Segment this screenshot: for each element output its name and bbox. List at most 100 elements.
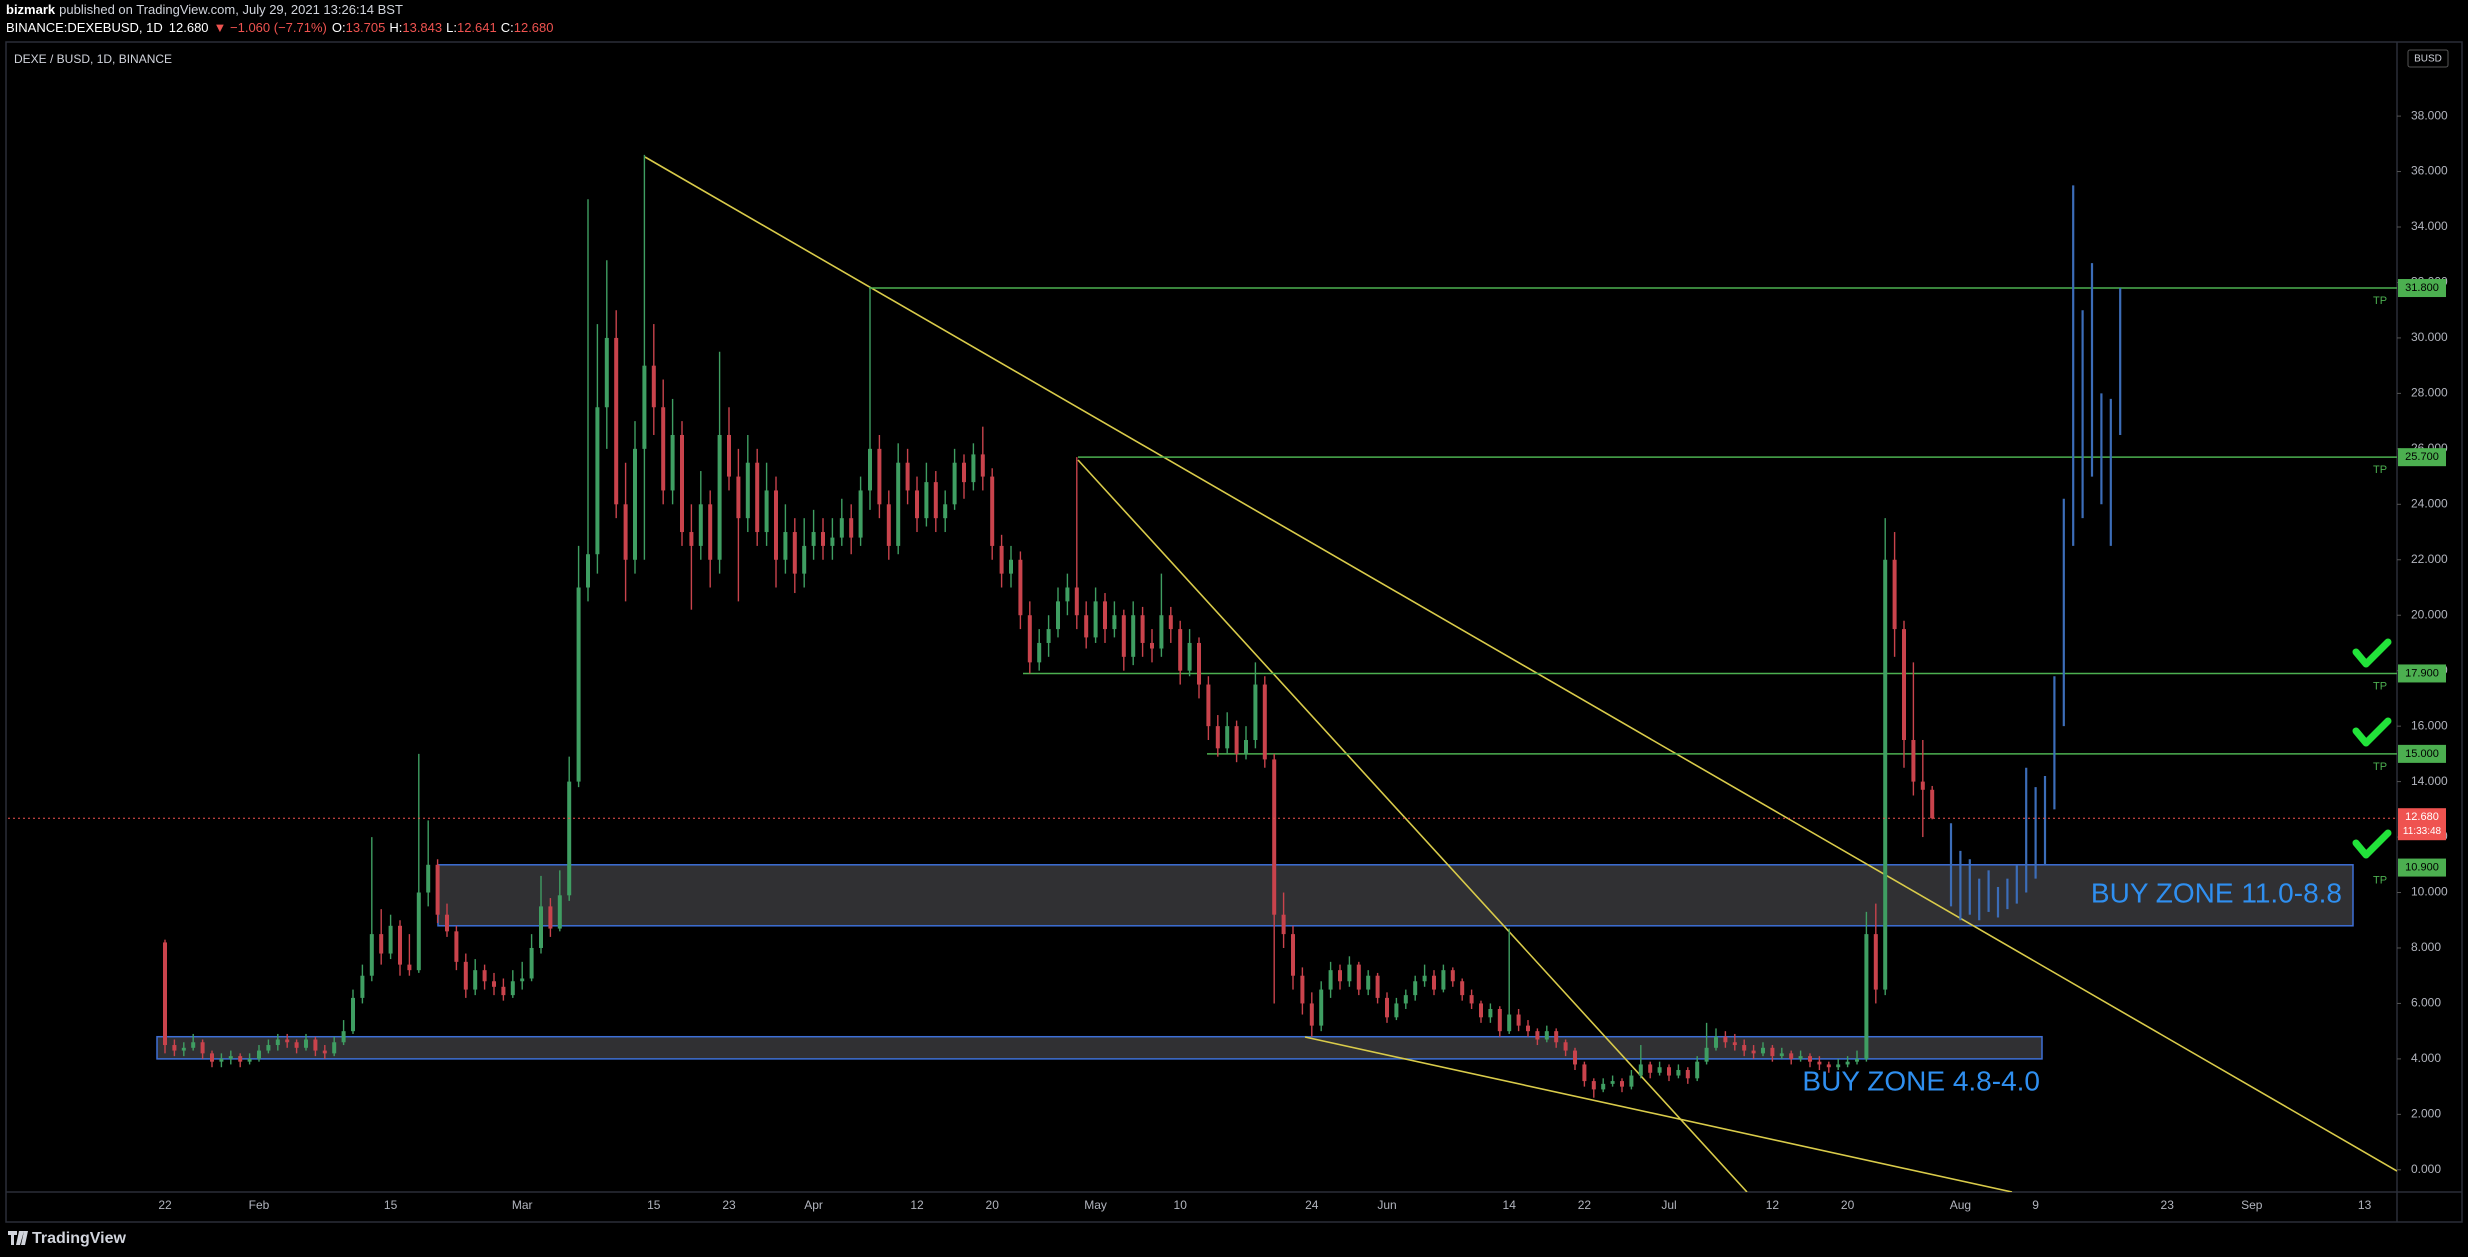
- countdown: 11:33:48: [2403, 826, 2442, 837]
- candle-body: [492, 981, 496, 987]
- tp-note: TP: [2373, 295, 2387, 307]
- candle-body: [1601, 1083, 1606, 1090]
- candle-body: [510, 981, 515, 996]
- candle-body: [1836, 1064, 1841, 1068]
- tp-note: TP: [2373, 761, 2387, 773]
- candle-body: [1657, 1067, 1662, 1073]
- candle-body: [435, 864, 440, 915]
- candle-body: [839, 518, 844, 538]
- candle-body: [727, 434, 731, 477]
- chart-title: DEXE / BUSD, 1D, BINANCE: [14, 52, 172, 66]
- candle-body: [501, 986, 506, 996]
- x-tick-label: 22: [1578, 1198, 1592, 1212]
- candle-body: [1394, 1003, 1399, 1018]
- candle-body: [1037, 642, 1042, 663]
- candle-body: [651, 365, 656, 408]
- logo: [8, 1231, 28, 1245]
- candle-body: [708, 504, 713, 560]
- candle-body: [191, 1042, 196, 1048]
- y-tick-label: 36.000: [2411, 164, 2448, 178]
- candle-body: [1751, 1050, 1756, 1054]
- candle-body: [1121, 615, 1126, 657]
- x-tick-label: 20: [986, 1198, 1000, 1212]
- candle-body: [520, 978, 525, 982]
- candle-body: [1046, 629, 1051, 643]
- x-tick-label: 13: [2358, 1198, 2372, 1212]
- candle-body: [1479, 1003, 1483, 1018]
- candle-body: [783, 532, 788, 560]
- x-tick-label: May: [1084, 1198, 1107, 1212]
- y-tick-label: 10.000: [2411, 885, 2448, 899]
- candle-body: [1648, 1064, 1653, 1073]
- candle-body: [1845, 1061, 1850, 1065]
- price-tag: [2398, 279, 2446, 298]
- candle-body: [1215, 726, 1220, 749]
- candle-body: [1291, 934, 1295, 976]
- candle-body: [322, 1050, 327, 1054]
- x-tick-label: 10: [1174, 1198, 1188, 1212]
- candle-body: [604, 337, 609, 408]
- x-tick-label: 15: [647, 1198, 661, 1212]
- candle-body: [792, 532, 797, 574]
- unit-box: [2407, 49, 2449, 68]
- candle-body: [416, 892, 421, 971]
- price-tag-label: 15.000: [2405, 748, 2439, 760]
- last-price-tag: [2398, 808, 2446, 841]
- candle-body: [369, 934, 374, 976]
- candle-body: [1234, 726, 1239, 754]
- candle-body: [849, 518, 854, 538]
- checkmark: [2352, 829, 2392, 859]
- footer: TradingView: [8, 1230, 127, 1247]
- candle-body: [896, 462, 901, 546]
- candle-body: [539, 906, 543, 948]
- candle-body: [971, 454, 976, 483]
- candle-body: [200, 1042, 205, 1054]
- candle-body: [1281, 914, 1286, 935]
- candle-body: [1469, 995, 1474, 1004]
- checkmarks: [2352, 638, 2392, 859]
- buy-zone: [156, 1035, 2043, 1060]
- candle-body: [1516, 1014, 1521, 1026]
- candle-body: [1761, 1047, 1765, 1054]
- candle-body: [661, 407, 666, 491]
- candle-body: [247, 1058, 252, 1062]
- price-tag-label: 17.900: [2405, 667, 2439, 679]
- candle-body: [360, 975, 365, 998]
- symbol-line: BINANCE:DEXEBUSD, 1D 12.680 ▼ −1.060 (−7.7…: [6, 20, 554, 35]
- symbol: BINANCE:DEXEBUSD, 1D: [6, 20, 163, 35]
- candle-body: [642, 365, 647, 449]
- candle-body: [1864, 934, 1869, 1059]
- y-tick-label: 0.000: [2411, 1162, 2441, 1176]
- ohlc-value: 12.641: [457, 20, 497, 35]
- candle-body: [482, 970, 487, 982]
- candle-body: [1685, 1069, 1690, 1079]
- candle-body: [1225, 726, 1230, 749]
- tp-note: TP: [2373, 874, 2387, 886]
- candle-body: [1714, 1036, 1718, 1048]
- candle-body: [1309, 1003, 1314, 1026]
- buy-zone: [437, 864, 2354, 927]
- candle-body: [1535, 1031, 1540, 1040]
- candle-body: [1385, 997, 1389, 1018]
- candle-body: [1770, 1047, 1775, 1057]
- candle-body: [745, 462, 750, 519]
- candle-body: [1554, 1031, 1559, 1043]
- ohlc-key: H:: [389, 20, 402, 35]
- candle-body: [1638, 1064, 1643, 1076]
- candle-body: [1432, 975, 1436, 990]
- candle-body: [398, 925, 402, 965]
- candle-body: [1544, 1031, 1549, 1040]
- candle-body: [1300, 975, 1305, 1004]
- x-tick-label: 12: [1766, 1198, 1780, 1212]
- candle-body: [1140, 615, 1145, 643]
- candle-body: [275, 1039, 280, 1046]
- candle-body: [1084, 615, 1089, 638]
- x-tick-label: 12: [910, 1198, 924, 1212]
- candle-body: [407, 964, 412, 971]
- candle-body: [1667, 1067, 1671, 1076]
- candle-body: [1591, 1081, 1596, 1090]
- ohlc-value: 13.705: [346, 20, 386, 35]
- candle-body: [1347, 964, 1352, 982]
- candle-body: [1629, 1075, 1634, 1087]
